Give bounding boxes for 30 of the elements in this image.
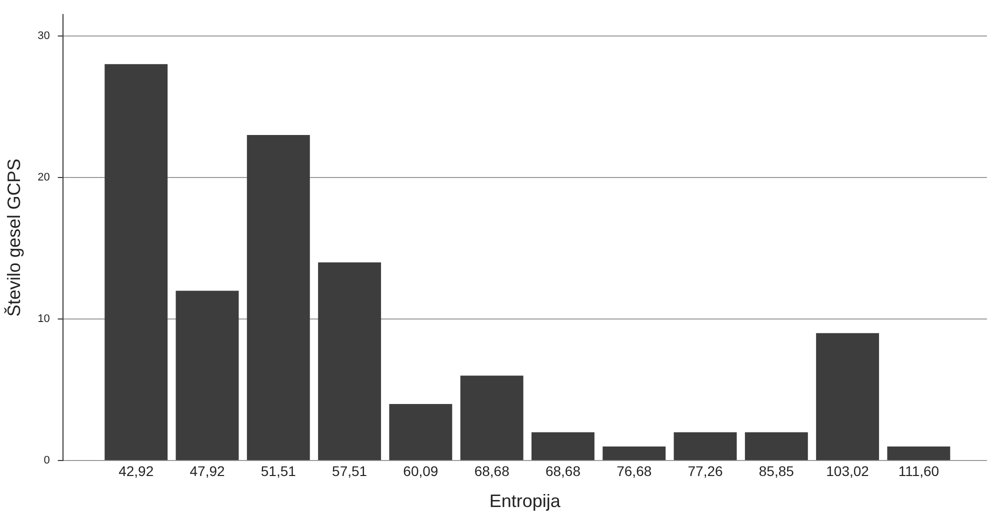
bar xyxy=(104,64,168,460)
bar xyxy=(602,446,666,460)
x-tick-label: 85,85 xyxy=(758,462,794,479)
bar xyxy=(816,333,880,460)
bar xyxy=(744,432,808,460)
bar xyxy=(389,404,452,460)
x-tick-label: 60,09 xyxy=(403,462,438,479)
bar xyxy=(246,134,310,460)
bar xyxy=(318,262,382,460)
x-tick-label: 42,92 xyxy=(118,462,154,479)
y-tick-label: 20 xyxy=(38,171,50,184)
x-tick-label: 77,26 xyxy=(688,462,723,479)
bar xyxy=(460,376,524,460)
x-tick-label: 68,68 xyxy=(474,462,510,479)
x-tick-label: 103,02 xyxy=(826,462,870,479)
bar xyxy=(887,446,950,460)
x-tick-label: 51,51 xyxy=(260,462,296,479)
y-tick-label: 10 xyxy=(38,313,50,326)
y-tick-label: 30 xyxy=(38,30,50,42)
x-tick-label: 76,68 xyxy=(616,462,652,479)
x-tick-label: 57,51 xyxy=(332,462,368,479)
bar xyxy=(674,432,737,460)
y-axis-title: Število gesel GCPS xyxy=(4,158,24,317)
x-axis-title: Entropija xyxy=(489,491,562,512)
y-tick-label: 0 xyxy=(44,454,50,467)
x-tick-label: 47,92 xyxy=(190,462,225,479)
x-tick-label: 68,68 xyxy=(545,462,581,479)
bar xyxy=(532,432,594,460)
x-tick-label: 111,60 xyxy=(898,462,940,479)
bar xyxy=(176,290,239,460)
